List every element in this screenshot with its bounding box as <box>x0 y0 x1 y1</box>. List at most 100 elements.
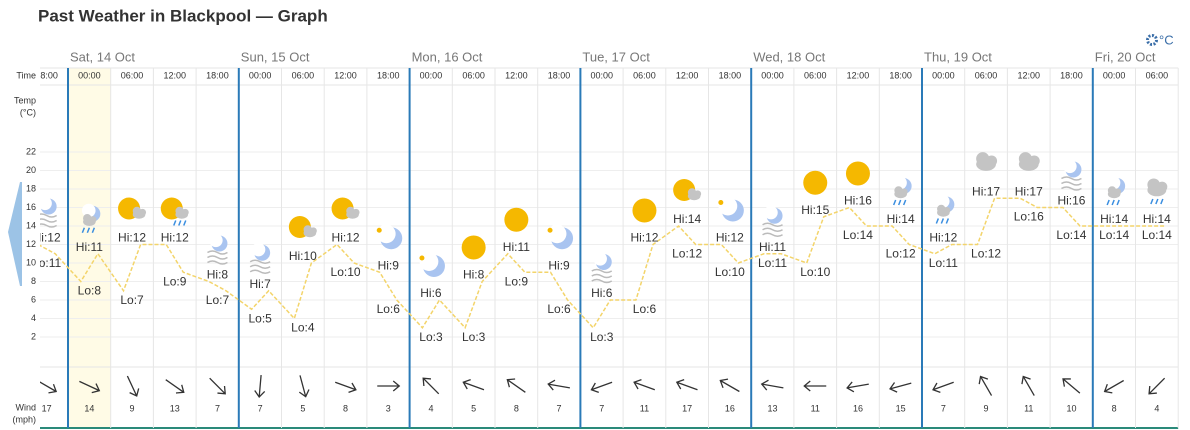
fog-icon <box>591 268 613 274</box>
lo-label: Lo:8 <box>78 284 102 298</box>
cloud-icon <box>1107 186 1117 195</box>
temp-row-label: Temp <box>14 95 36 105</box>
hi-label: Hi:6 <box>420 286 442 300</box>
fog-icon <box>249 259 271 264</box>
temp-tick-label: 20 <box>26 165 36 175</box>
cloud-icon <box>352 208 360 216</box>
lo-label: Lo:9 <box>505 274 529 288</box>
cloud-icon <box>937 204 946 214</box>
rain-icon <box>1150 198 1154 205</box>
rain-icon <box>892 199 897 206</box>
cloud-icon <box>1114 188 1122 196</box>
hi-label: Hi:17 <box>972 184 1000 198</box>
hi-label: Hi:14 <box>673 212 701 226</box>
wind-arrow <box>1021 375 1035 396</box>
fog-icon <box>762 227 783 232</box>
wind-speed: 8 <box>343 403 348 413</box>
wind-arrow-shape <box>889 382 912 393</box>
temp-row-label: (°C) <box>20 107 36 117</box>
rain-icon <box>902 199 907 206</box>
current-slot <box>68 68 111 428</box>
moon-mask <box>376 224 396 244</box>
wind-speed: 11 <box>1024 403 1033 413</box>
time-label: 06:00 <box>804 70 827 80</box>
wind-speed: 7 <box>941 403 946 413</box>
cloud-icon <box>900 188 908 196</box>
lo-label: Lo:12 <box>672 247 702 261</box>
time-label: 06:00 <box>1146 70 1169 80</box>
wind-arrow <box>79 380 101 394</box>
hi-label: Hi:9 <box>548 258 570 272</box>
lo-label: Lo:3 <box>462 330 486 344</box>
rain-icon <box>1106 199 1110 206</box>
wind-speed: 13 <box>768 403 778 413</box>
time-label: 18:00 <box>206 70 229 80</box>
wind-arrow <box>760 379 784 391</box>
fog-icon <box>207 260 228 265</box>
lo-label: Lo:16 <box>1014 210 1044 224</box>
wind-arrow-shape <box>978 375 993 396</box>
moon-mask <box>419 252 439 271</box>
lo-label: Lo:12 <box>886 247 916 261</box>
moon-mask <box>1106 176 1121 190</box>
hi-label: Hi:15 <box>801 203 829 217</box>
wind-speed: 17 <box>682 403 692 413</box>
wind-arrow <box>1148 377 1166 395</box>
moon-mask <box>935 194 950 209</box>
wind-arrow <box>377 380 401 392</box>
rain-icon <box>1116 199 1120 206</box>
time-label: 06:00 <box>121 70 144 80</box>
time-label: 18:00 <box>548 70 571 80</box>
fog-icon <box>249 264 271 269</box>
unit-toggle[interactable]: °C <box>1146 32 1174 47</box>
temp-tick-label: 6 <box>31 294 36 304</box>
time-label: 00:00 <box>249 70 272 80</box>
hi-label: Hi:16 <box>1057 194 1085 208</box>
lo-label: Lo:11 <box>32 256 61 270</box>
wind-arrow-shape <box>79 380 101 394</box>
lo-label: Lo:14 <box>843 228 873 242</box>
rain-icon <box>81 227 86 234</box>
hi-label: Hi:12 <box>118 231 146 245</box>
wind-speed: 16 <box>853 403 863 413</box>
cloud-icon <box>986 155 998 167</box>
temp-tick-label: 16 <box>26 202 36 212</box>
rain-icon <box>178 220 182 226</box>
wind-arrow <box>889 382 912 393</box>
day-label: Tue, 17 Oct <box>582 49 650 64</box>
wind-arrow-shape <box>254 374 266 398</box>
time-label: 12:00 <box>505 70 528 80</box>
star-icon <box>419 255 425 261</box>
page-title: Past Weather in Blackpool — Graph <box>38 6 328 25</box>
lo-label: Lo:6 <box>547 302 571 316</box>
wind-arrow-shape <box>165 379 185 394</box>
time-label: 12:00 <box>847 70 870 80</box>
wind-arrow <box>547 379 570 391</box>
prev-button[interactable] <box>8 182 22 286</box>
lo-label: Lo:14 <box>1056 228 1086 242</box>
lo-label: Lo:7 <box>120 293 144 307</box>
time-label: 18:00 <box>377 70 400 80</box>
temp-tick-label: 4 <box>31 313 36 323</box>
fog-icon <box>249 269 271 274</box>
hi-label: Hi:8 <box>463 268 485 282</box>
wind-arrow-shape <box>462 378 485 391</box>
wind-arrow <box>633 378 656 391</box>
time-label: 06:00 <box>975 70 998 80</box>
rain-icon <box>1160 198 1164 205</box>
wind-arrow-shape <box>1103 379 1125 394</box>
hi-label: Hi:17 <box>1015 184 1043 198</box>
gear-icon[interactable] <box>1146 34 1158 46</box>
wind-speed: 10 <box>1066 403 1076 413</box>
fog-icon <box>591 278 613 284</box>
wind-arrow-shape <box>719 378 740 393</box>
wind-arrow <box>209 377 226 395</box>
fog-icon <box>207 250 228 255</box>
hi-label: Hi:6 <box>591 286 613 300</box>
wind-arrow-shape <box>1148 377 1166 395</box>
cloud-icon <box>687 188 697 197</box>
wind-arrow <box>298 375 310 398</box>
temperature-line <box>40 197 1166 330</box>
unit-label[interactable]: °C <box>1159 32 1174 47</box>
